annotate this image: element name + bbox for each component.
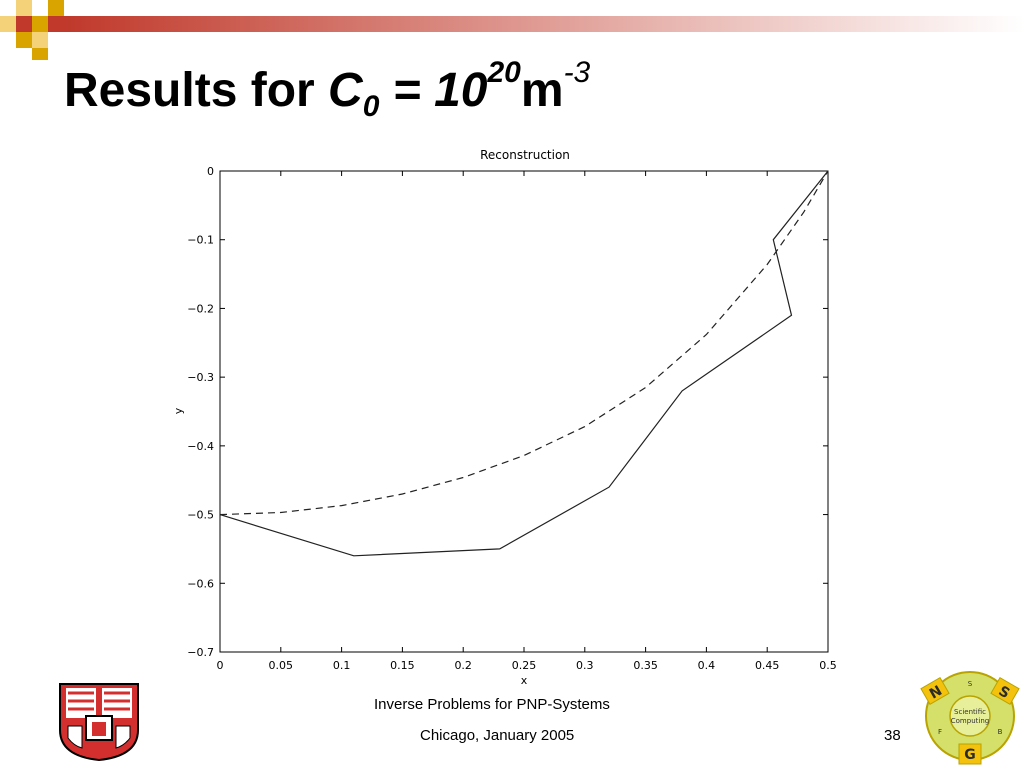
x-tick-label: 0.25	[512, 659, 537, 672]
deco-square	[32, 32, 48, 48]
title-unit: m	[520, 64, 564, 117]
title-variable-subscript: 0	[362, 90, 380, 123]
y-tick-label: −0.4	[187, 440, 214, 453]
deco-square	[16, 32, 32, 48]
title-prefix: Results for	[64, 64, 329, 117]
x-tick-label: 0.05	[269, 659, 294, 672]
logo-small-letter-s: S	[968, 680, 973, 688]
axis-ticks: 0 0.05 0.1 0.15 0.2 0.25 0.3 0.35 0.4 0.45 0.50−0.…	[187, 165, 836, 672]
x-tick-label: 0.2	[454, 659, 472, 672]
logo-small-letter-b: B	[998, 728, 1003, 736]
y-tick-label: −0.5	[187, 509, 214, 522]
y-tick-label: −0.1	[187, 234, 214, 247]
footer-title: Inverse Problems for PNP-Systems	[374, 696, 610, 713]
y-tick-label: −0.7	[187, 646, 214, 659]
x-tick-label: 0.45	[755, 659, 780, 672]
plot-area	[219, 170, 829, 653]
title-equals: = 10	[379, 64, 488, 117]
y-tick-label: −0.3	[187, 371, 214, 384]
deco-square	[48, 0, 64, 16]
x-tick-label: 0	[217, 659, 224, 672]
x-tick-label: 0.1	[333, 659, 351, 672]
x-tick-label: 0.3	[576, 659, 594, 672]
title-unit-exponent: -3	[563, 56, 591, 89]
deco-square	[32, 16, 48, 32]
title-exponent: 20	[487, 56, 521, 89]
data-series	[219, 170, 829, 557]
logo-center-line-1: Scientific	[954, 708, 986, 716]
deco-square	[48, 16, 64, 32]
reconstruction-chart: Reconstruction 0 0.05 0.1 0.15 0.2 0.25 0.3 0.3…	[172, 148, 837, 685]
header-gradient-band	[64, 16, 1024, 32]
deco-square	[32, 48, 48, 60]
deco-square	[0, 16, 16, 32]
x-tick-label: 0.35	[633, 659, 658, 672]
x-axis-label: x	[521, 674, 528, 685]
logo-letter-g: G	[964, 747, 976, 763]
university-crest-logo	[59, 683, 139, 762]
title-variable: C	[328, 64, 363, 117]
logo-center-line-2: Computing	[951, 717, 989, 725]
x-tick-label: 0.4	[698, 659, 716, 672]
header-decoration	[0, 0, 1024, 60]
y-axis-label: y	[172, 407, 185, 414]
footer-date: Chicago, January 2005	[420, 727, 575, 744]
page-number: 38	[884, 727, 901, 744]
chart-title: Reconstruction	[480, 148, 570, 162]
x-tick-label: 0.5	[819, 659, 837, 672]
nsg-scientific-computing-logo: Scientific Computing N S G S F B	[920, 671, 1020, 765]
dashed-series-line	[219, 170, 829, 516]
y-tick-label: −0.2	[187, 302, 214, 315]
page-title: Results for C0 = 1020m-3	[64, 58, 590, 122]
x-tick-label: 0.15	[390, 659, 415, 672]
y-tick-label: −0.6	[187, 577, 214, 590]
deco-square	[16, 16, 32, 32]
y-tick-label: 0	[207, 165, 214, 178]
deco-square	[16, 0, 32, 16]
logo-small-letter-f: F	[938, 728, 942, 736]
